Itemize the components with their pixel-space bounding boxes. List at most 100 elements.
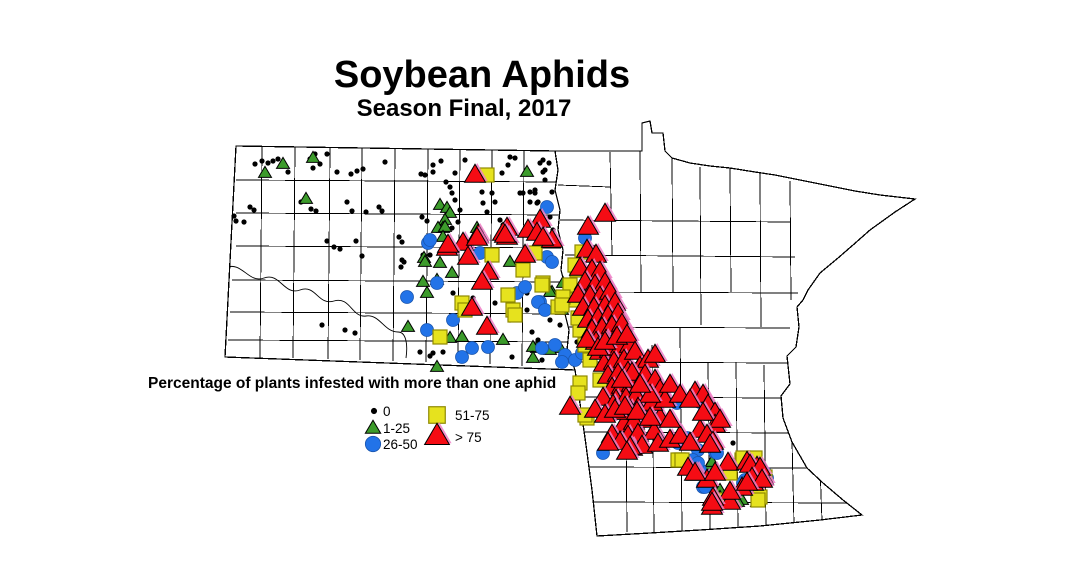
- marker-red-triangle: [735, 471, 759, 491]
- marker-red-triangle: [698, 433, 722, 453]
- marker-yellow-square: [515, 262, 531, 278]
- marker-dot: [252, 161, 258, 167]
- marker-red-triangle: [691, 401, 715, 421]
- marker-dot: [455, 219, 461, 225]
- legend-triangle-icon: [423, 422, 452, 445]
- marker-dot: [484, 209, 490, 215]
- legend-item-label: 1-25: [383, 421, 410, 436]
- marker-green-triangle: [305, 150, 321, 163]
- marker-dot: [524, 307, 530, 313]
- marker-dot: [529, 329, 535, 335]
- legend-item-label: 0: [383, 404, 391, 419]
- chart-title: Soybean Aphids: [334, 54, 630, 96]
- marker-green-triangle: [432, 255, 448, 268]
- marker-dot: [247, 204, 253, 210]
- missouri-river-line: [225, 265, 408, 359]
- marker-dot: [443, 179, 449, 185]
- marker-dot: [310, 165, 316, 171]
- marker-dot: [376, 204, 382, 210]
- legend-circle-icon: [364, 435, 382, 453]
- marker-dot: [534, 200, 540, 206]
- marker-red-triangle: [493, 223, 517, 243]
- marker-dot: [417, 349, 423, 355]
- marker-dot: [480, 200, 486, 206]
- marker-green-triangle: [429, 359, 445, 372]
- marker-yellow-square: [534, 277, 550, 293]
- marker-yellow-square: [484, 247, 500, 263]
- marker-dot: [547, 317, 553, 323]
- marker-red-triangle: [423, 422, 451, 445]
- marker-dot: [398, 264, 404, 270]
- marker-dot: [359, 253, 365, 259]
- marker-red-triangle: [436, 233, 460, 253]
- marker-blue-circle: [364, 435, 382, 453]
- marker-blue-circle: [555, 355, 569, 369]
- marker-dot: [450, 290, 456, 296]
- marker-dot: [379, 208, 385, 214]
- marker-dot: [251, 207, 257, 213]
- legend-title: Percentage of plants infested with more …: [148, 375, 556, 392]
- marker-red-triangle: [703, 461, 727, 481]
- marker-red-triangle: [638, 406, 662, 426]
- marker-dot: [497, 217, 503, 223]
- marker-dot: [344, 199, 350, 205]
- marker-red-triangle: [683, 461, 707, 481]
- marker-dot: [370, 407, 378, 415]
- marker-red-triangle: [576, 215, 600, 235]
- marker-dot: [527, 189, 533, 195]
- marker-green-triangle: [417, 254, 433, 267]
- marker-red-triangle: [456, 245, 480, 265]
- marker-dot: [430, 169, 436, 175]
- marker-dot: [424, 218, 430, 224]
- marker-red-triangle: [643, 343, 667, 363]
- marker-yellow-square: [570, 385, 586, 401]
- marker-red-triangle: [531, 226, 555, 246]
- marker-red-triangle: [470, 270, 494, 290]
- marker-dot: [313, 208, 319, 214]
- marker-blue-circle: [430, 276, 444, 290]
- marker-dot: [447, 184, 453, 190]
- marker-red-triangle: [623, 340, 647, 360]
- marker-dot: [542, 177, 548, 183]
- legend-item-label: 51-75: [455, 408, 490, 423]
- marker-dot: [241, 219, 247, 225]
- marker-blue-circle: [455, 350, 469, 364]
- marker-blue-circle: [481, 340, 495, 354]
- marker-dot: [449, 190, 455, 196]
- marker-dot: [285, 169, 291, 175]
- marker-red-triangle: [638, 383, 662, 403]
- marker-red-triangle: [575, 328, 599, 348]
- marker-dot: [349, 208, 355, 214]
- marker-red-triangle: [678, 388, 702, 408]
- marker-yellow-square: [750, 492, 766, 508]
- marker-dot: [352, 330, 358, 336]
- marker-dot: [430, 162, 436, 168]
- marker-dot: [438, 158, 444, 164]
- marker-blue-circle: [545, 255, 559, 269]
- marker-blue-circle: [400, 290, 414, 304]
- marker-green-triangle: [419, 285, 435, 298]
- marker-green-triangle: [400, 319, 416, 332]
- marker-green-triangle: [257, 165, 273, 178]
- marker-dot: [259, 158, 265, 164]
- marker-dot: [422, 172, 428, 178]
- marker-dot: [427, 252, 433, 258]
- marker-dot: [452, 197, 458, 203]
- marker-green-triangle: [495, 332, 511, 345]
- marker-red-triangle: [475, 315, 499, 335]
- marker-dot: [319, 322, 325, 328]
- marker-yellow-square: [428, 406, 446, 424]
- marker-dot: [353, 238, 359, 244]
- marker-red-triangle: [460, 296, 484, 316]
- marker-dot: [489, 190, 495, 196]
- marker-dot: [557, 322, 563, 328]
- marker-red-triangle: [750, 468, 774, 488]
- legend-item-label: 26-50: [383, 437, 418, 452]
- marker-dot: [363, 209, 369, 215]
- marker-dot: [452, 170, 458, 176]
- marker-green-triangle: [364, 419, 382, 434]
- marker-dot: [396, 234, 402, 240]
- marker-red-triangle: [613, 395, 637, 415]
- marker-dot: [527, 199, 533, 205]
